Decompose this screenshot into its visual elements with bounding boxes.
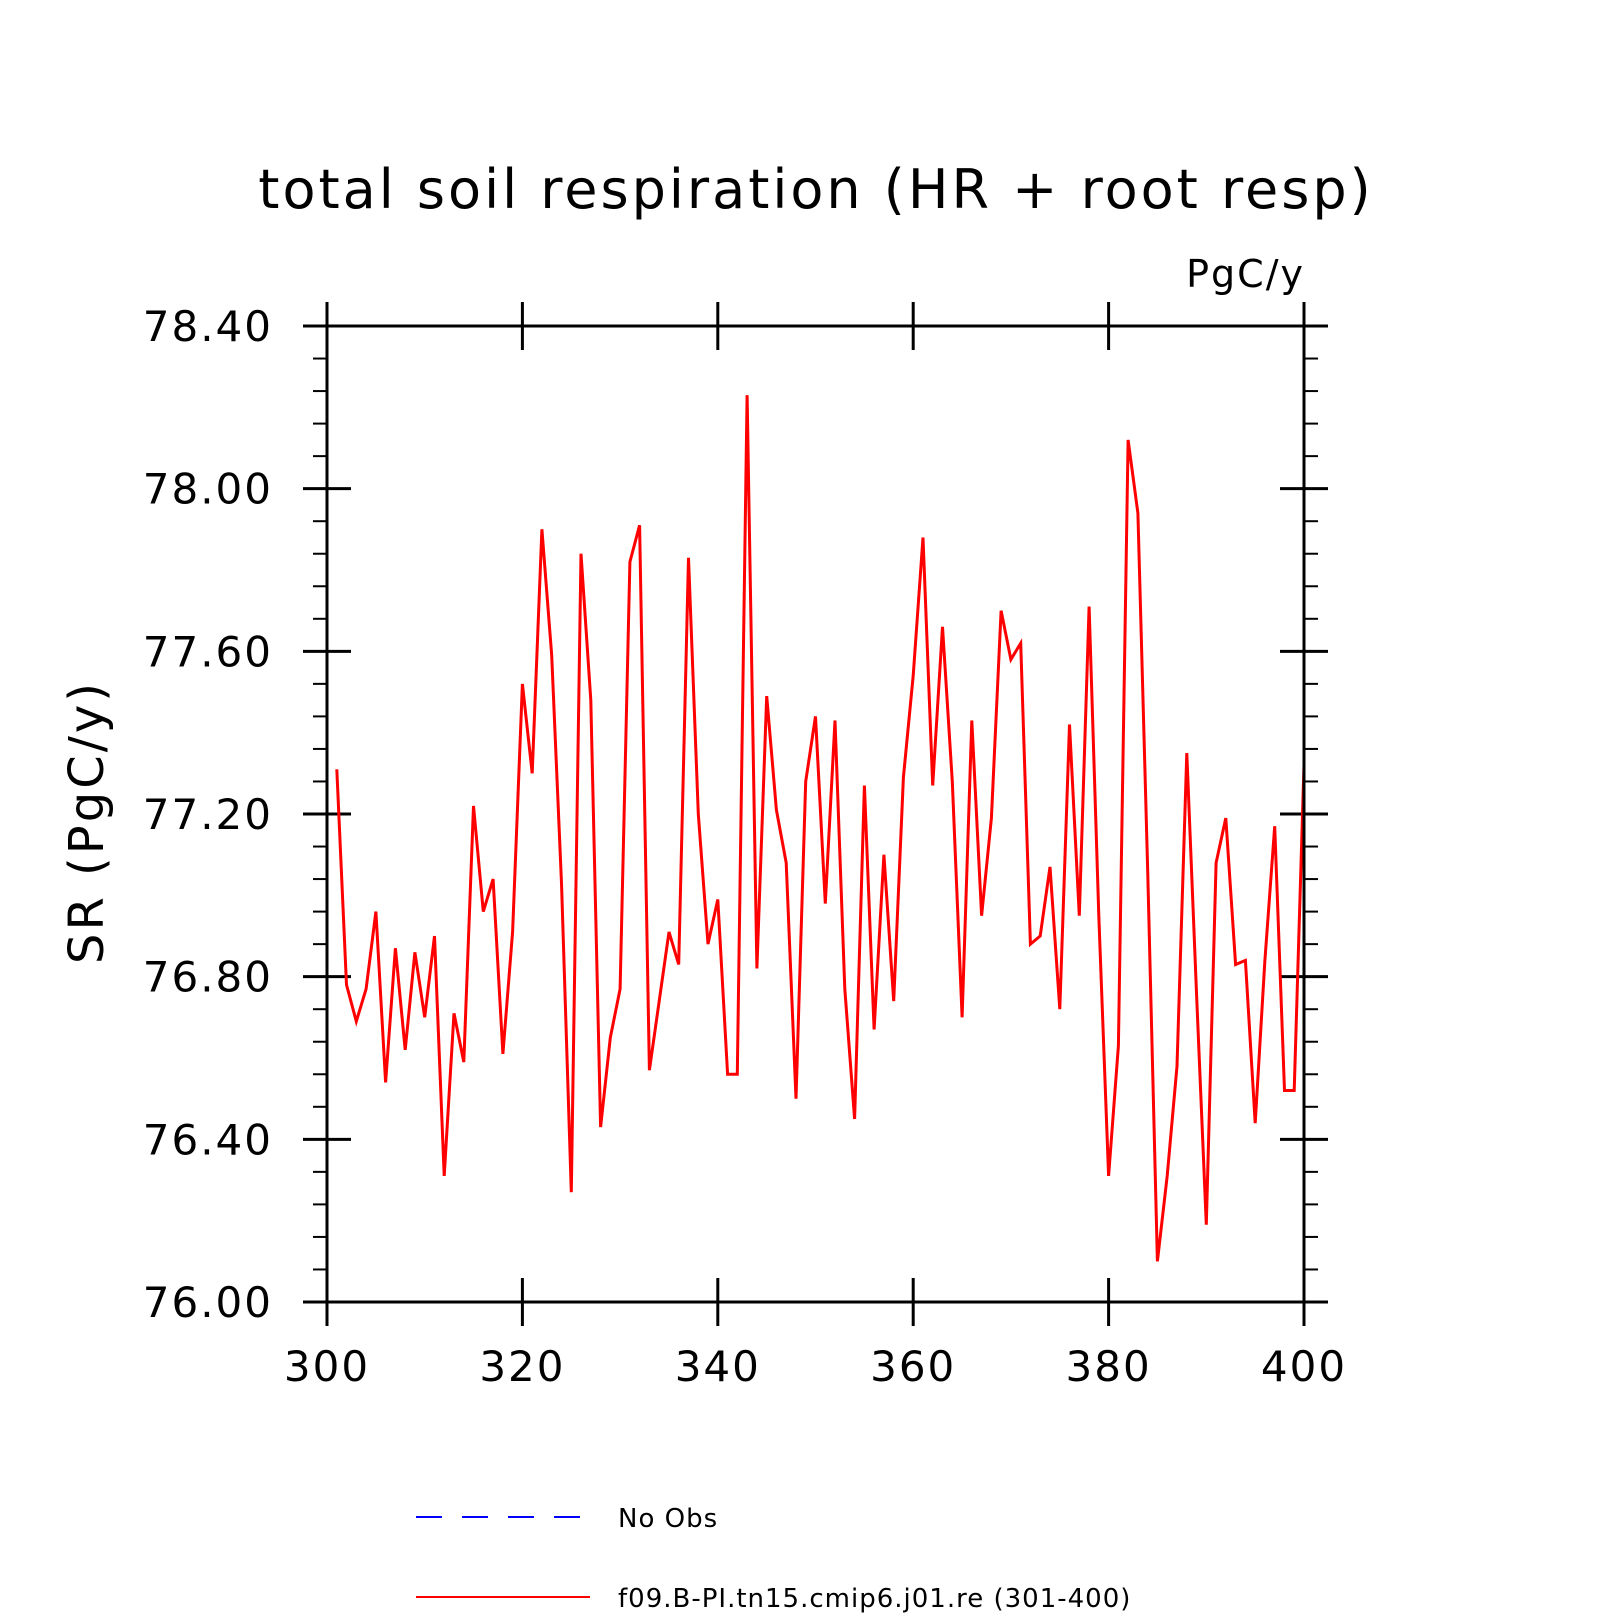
legend-label: f09.B-PI.tn15.cmip6.j01.re (301-400) (618, 1584, 1131, 1614)
y-tick-label: 76.00 (143, 1278, 273, 1327)
axis-ticks: 300 320 340 360 380 400 76.00 76.40 76.80 77.20 77… (143, 302, 1347, 1391)
x-tick-label: 300 (284, 1342, 370, 1391)
y-tick-label: 78.40 (143, 302, 273, 351)
y-tick-label: 77.20 (143, 790, 273, 839)
series-layer (335, 395, 1306, 1262)
y-tick-label: 76.40 (143, 1115, 273, 1164)
series-line (335, 395, 1306, 1262)
y-tick-label: 76.80 (143, 953, 273, 1002)
x-tick-label: 380 (1066, 1342, 1152, 1391)
units-label: PgC/y (1186, 252, 1305, 296)
x-tick-label: 400 (1261, 1342, 1347, 1391)
legend-label: No Obs (618, 1504, 718, 1534)
x-tick-label: 320 (479, 1342, 565, 1391)
x-tick-label: 360 (870, 1342, 956, 1391)
y-axis-label: SR (PgC/y) (59, 680, 115, 964)
chart-title: total soil respiration (HR + root resp) (258, 158, 1373, 221)
y-tick-label: 77.60 (143, 627, 273, 676)
y-tick-label: 78.00 (143, 465, 273, 514)
x-tick-label: 340 (675, 1342, 761, 1391)
legend: No Obs f09.B-PI.tn15.cmip6.j01.re (301-40… (416, 1504, 1131, 1614)
plot-frame (325, 324, 1306, 1304)
